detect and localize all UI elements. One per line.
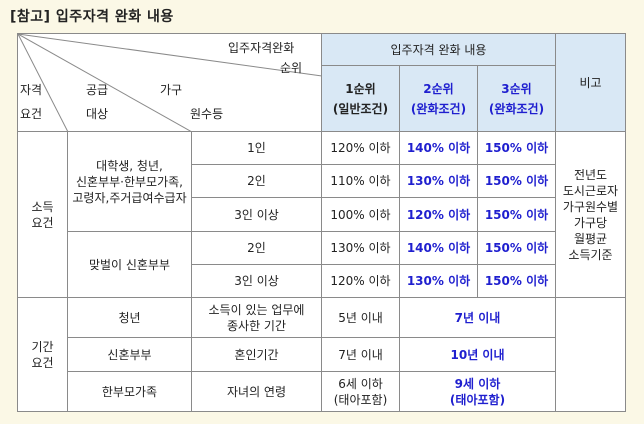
household-size: 2인 [191,164,322,198]
note-header: 비고 [555,33,626,132]
rank1-value: 120% 이하 [321,131,400,165]
rank1-value: 6세 이하 (태아포함) [321,371,400,412]
period-criterion: 자녀의 연령 [191,371,322,412]
income-requirement-label: 소득 요건 [17,131,68,298]
table-row: 소득 요건 대학생, 청년, 신혼부부·한부모가족, 고령자,주거급여수급자 1… [17,131,626,298]
income-group-b-label: 맞벌이 신혼부부 [67,231,192,298]
period-criterion: 소득이 있는 업무에 종사한 기간 [191,297,322,338]
diag-label-qualification-relax: 입주자격완화 [228,41,295,55]
household-size: 3인 이상 [191,264,322,298]
table-row: 기간 요건 청년 소득이 있는 업무에 종사한 기간 5년 이내 7년 이내 [17,297,626,412]
diag-label-qualification: 자격 [20,83,43,97]
rank3-value: 150% 이하 [477,231,556,265]
diag-label-supply: 공급 [86,83,109,97]
eligibility-table: 입주자격완화 순위 자격 요건 공급 대상 가구 원수등 입주자격 완화 내용 … [17,33,626,412]
table-row: 3인 이상 120% 이하 130% 이하 150% 이하 [18,264,626,298]
diag-label-requirement: 요건 [20,107,43,121]
diag-label-target: 대상 [86,107,109,121]
table-row: 맞벌이 신혼부부 2인 130% 이하 140% 이하 150% 이하 [18,231,626,298]
household-size: 3인 이상 [191,197,322,232]
rank1-value: 100% 이하 [321,197,400,232]
rank3-value: 150% 이하 [477,264,556,298]
diag-label-rank: 순위 [280,61,303,75]
period-note [555,297,626,412]
rank3-value: 150% 이하 [477,164,556,198]
table-row: 3인 이상 100% 이하 120% 이하 150% 이하 [18,197,626,232]
relaxed-value: 7년 이내 [399,297,556,338]
table-row: 신혼부부 혼인기간 7년 이내 10년 이내 [18,337,626,372]
rank3-header: 3순위 (완화조건) [477,65,556,132]
rank1-value: 5년 이내 [321,297,400,338]
rank1-value: 110% 이하 [321,164,400,198]
rank1-value: 7년 이내 [321,337,400,372]
rank3-value: 150% 이하 [477,197,556,232]
rank1-value: 130% 이하 [321,231,400,265]
diag-label-household: 가구 [160,83,183,97]
rank2-value: 120% 이하 [399,197,478,232]
income-group-a-label: 대학생, 청년, 신혼부부·한부모가족, 고령자,주거급여수급자 [67,131,192,232]
table-row: 2인 110% 이하 130% 이하 150% 이하 [18,164,626,198]
rank2-value: 130% 이하 [399,164,478,198]
household-size: 2인 [191,231,322,265]
table-row: 한부모가족 자녀의 연령 6세 이하 (태아포함) 9세 이하 (태아포함) [18,371,626,412]
rank3-value: 150% 이하 [477,131,556,165]
household-size: 1인 [191,131,322,165]
rank2-value: 130% 이하 [399,264,478,298]
diag-label-member-count: 원수등 [190,107,224,121]
diagonal-lines [18,34,322,132]
rank2-value: 140% 이하 [399,231,478,265]
diagonal-header-cell: 입주자격완화 순위 자격 요건 공급 대상 가구 원수등 [17,33,322,132]
relaxed-value: 9세 이하 (태아포함) [399,371,556,412]
relaxed-value: 10년 이내 [399,337,556,372]
period-requirement-label: 기간 요건 [17,297,68,412]
page-title: [참고] 입주자격 완화 내용 [10,9,174,25]
income-note: 전년도 도시근로자 가구원수별 가구당 월평균 소득기준 [555,131,626,298]
rank1-header: 1순위 (일반조건) [321,65,400,132]
period-target: 한부모가족 [67,371,192,412]
period-criterion: 혼인기간 [191,337,322,372]
period-target: 청년 [67,297,192,338]
rank1-value: 120% 이하 [321,264,400,298]
relax-content-header: 입주자격 완화 내용 [321,33,556,66]
period-target: 신혼부부 [67,337,192,372]
rank2-value: 140% 이하 [399,131,478,165]
rank2-header: 2순위 (완화조건) [399,65,478,132]
